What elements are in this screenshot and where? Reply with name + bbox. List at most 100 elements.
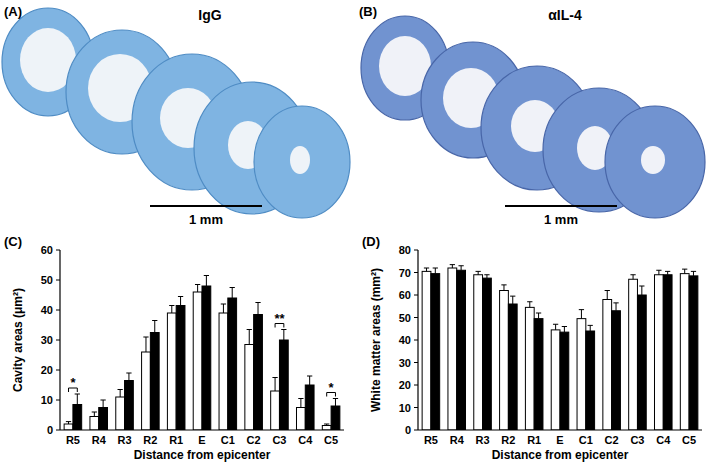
error-line: [684, 269, 685, 274]
error-bar: [527, 302, 532, 308]
error-bar: [562, 327, 567, 333]
figure: (A)IgG1 mm(B)αIL-41 mm(C)0102030405060R5…: [0, 0, 710, 466]
bar: [64, 424, 73, 430]
x-tick-label: R3: [476, 434, 490, 446]
y-tick: [414, 385, 418, 386]
significance-label: **: [274, 311, 285, 326]
y-tick: [56, 250, 60, 251]
panel-label: (C): [4, 234, 22, 249]
y-tick-label: 20: [399, 379, 411, 391]
bar: [254, 315, 263, 431]
x-tick-label: C1: [221, 434, 235, 446]
bar: [422, 271, 431, 430]
error-line: [300, 399, 301, 408]
error-cap: [450, 264, 455, 265]
bar: [637, 295, 646, 430]
error-bar: [75, 394, 80, 405]
error-bar: [458, 266, 463, 271]
error-bar: [221, 304, 226, 313]
error-cap: [204, 275, 209, 276]
x-tick-label: C5: [682, 434, 696, 446]
x-axis-label: Distance from epicenter: [492, 448, 629, 462]
error-cap: [665, 271, 670, 272]
y-tick: [414, 317, 418, 318]
x-axis: [418, 429, 702, 430]
error-line: [461, 266, 462, 271]
error-cap: [579, 309, 584, 310]
y-tick-label: 70: [399, 267, 411, 279]
x-tick-label: E: [556, 434, 563, 446]
y-tick-label: 60: [41, 244, 53, 256]
error-cap: [613, 302, 618, 303]
error-cap: [178, 296, 183, 297]
error-bar: [169, 306, 174, 314]
error-cap: [605, 290, 610, 291]
error-line: [120, 390, 121, 398]
error-cap: [424, 268, 429, 269]
y-tick: [56, 340, 60, 341]
error-line: [555, 324, 556, 330]
y-tick: [56, 310, 60, 311]
cavity: [290, 146, 310, 174]
x-tick-label: C2: [605, 434, 619, 446]
bar: [525, 307, 534, 430]
y-tick: [414, 250, 418, 251]
error-bar: [691, 271, 696, 276]
error-bar: [605, 291, 610, 300]
error-bar: [152, 321, 157, 333]
x-tick-label: C2: [247, 434, 261, 446]
bar: [534, 319, 543, 430]
error-cap: [152, 320, 157, 321]
x-tick-label: R2: [501, 434, 515, 446]
bar: [279, 340, 288, 430]
x-tick-label: C3: [630, 434, 644, 446]
bar: [322, 426, 331, 431]
panel-title: αIL-4: [548, 7, 582, 23]
y-tick: [414, 295, 418, 296]
error-line: [197, 285, 198, 293]
error-cap: [433, 268, 438, 269]
error-cap: [118, 389, 123, 390]
y-tick-label: 30: [399, 357, 411, 369]
error-bar: [536, 313, 541, 319]
error-cap: [510, 296, 515, 297]
error-bar: [682, 269, 687, 274]
error-line: [616, 303, 617, 311]
bar: [663, 275, 672, 430]
error-cap: [588, 325, 593, 326]
y-axis-label: Cavity areas (μm²): [11, 288, 25, 392]
error-cap: [639, 286, 644, 287]
x-tick-label: C4: [298, 434, 313, 446]
error-cap: [281, 329, 286, 330]
bar: [612, 311, 621, 430]
error-bar: [665, 271, 670, 274]
error-bar: [281, 330, 286, 341]
error-line: [512, 296, 513, 304]
y-tick-label: 0: [405, 424, 411, 436]
y-tick-label: 80: [399, 244, 411, 256]
plot-area: [422, 265, 698, 430]
error-cap: [230, 287, 235, 288]
error-line: [435, 268, 436, 274]
scale-bar: [150, 205, 262, 207]
bar: [474, 275, 483, 430]
error-line: [154, 321, 155, 333]
y-tick: [56, 370, 60, 371]
error-line: [77, 394, 78, 405]
error-cap: [75, 394, 80, 395]
error-line: [658, 270, 659, 275]
error-bar: [195, 285, 200, 293]
y-tick-label: 50: [399, 312, 411, 324]
error-cap: [476, 271, 481, 272]
error-cap: [92, 412, 97, 413]
error-bar: [424, 268, 429, 271]
y-tick-label: 60: [399, 289, 411, 301]
error-line: [223, 304, 224, 313]
error-bar: [324, 424, 329, 426]
bar: [560, 332, 569, 430]
error-cap: [484, 274, 489, 275]
error-cap: [656, 270, 661, 271]
error-line: [426, 268, 427, 271]
y-tick: [414, 430, 418, 431]
bar: [193, 292, 202, 430]
